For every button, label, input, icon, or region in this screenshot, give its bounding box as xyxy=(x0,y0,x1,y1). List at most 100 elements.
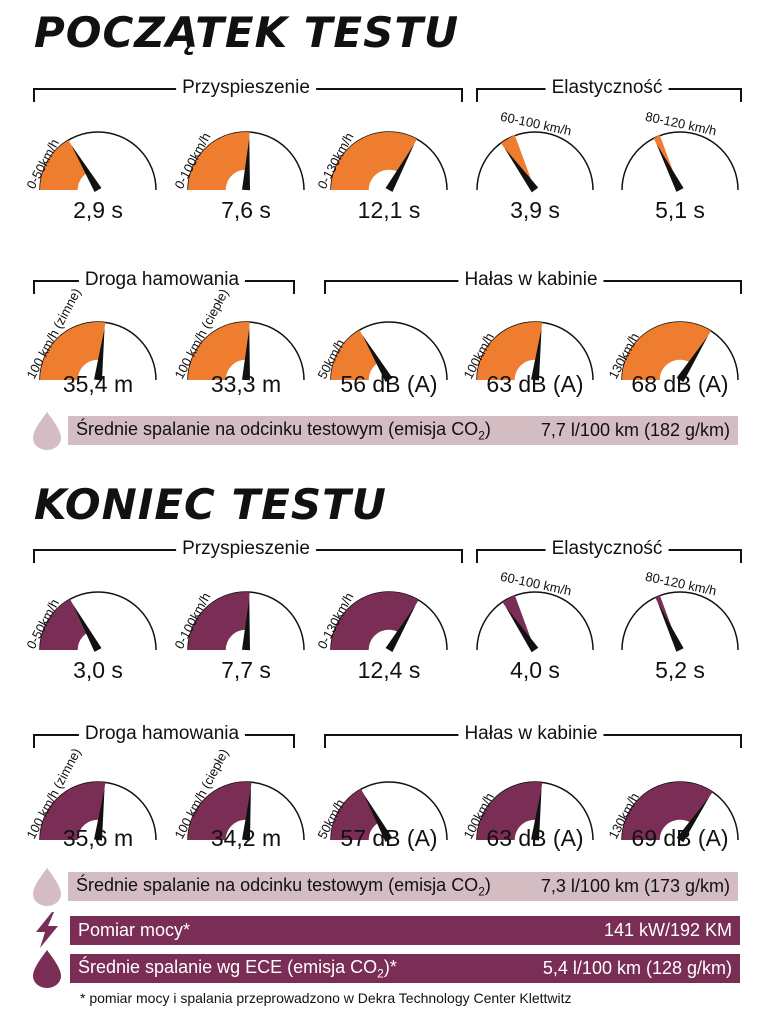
power-value: 141 kW/192 KM xyxy=(603,920,732,940)
gauge-needle xyxy=(363,794,393,842)
elast-value: 4,0 s xyxy=(510,657,560,683)
noise-gauge: 130km/h xyxy=(600,302,760,392)
accel-value: 7,6 s xyxy=(221,197,271,223)
gauge-needle xyxy=(656,143,684,192)
brake-value: 34,2 m xyxy=(210,825,282,851)
gauge-fill xyxy=(188,592,250,650)
elast-gauge: 80-120 km/h xyxy=(600,569,760,662)
gauge-fill xyxy=(477,782,543,840)
gauge-needle xyxy=(657,602,684,652)
elast-gauge: 60-100 km/h xyxy=(455,569,615,662)
section-title-start: POCZĄTEK TESTU xyxy=(34,8,460,57)
accel-value: 12,1 s xyxy=(357,197,421,223)
gauge-needle xyxy=(531,788,542,841)
gauge-fill xyxy=(40,599,89,650)
fuel-label-start: Średnie spalanie na odcinku testowym (em… xyxy=(76,418,491,443)
noise-gauge: 100km/h xyxy=(455,762,615,852)
gauge-needle xyxy=(242,597,250,651)
fuel-label-end: Średnie spalanie na odcinku testowym (em… xyxy=(76,874,491,899)
footnote: * pomiar mocy i spalania przeprowadzono … xyxy=(80,990,572,1006)
accel-value: 7,7 s xyxy=(221,657,271,683)
accel-label: Przyspieszenie xyxy=(176,78,316,98)
gauge-fill xyxy=(622,322,712,380)
accel-gauge: 0-50km/h xyxy=(18,572,178,662)
noise-gauge: 50km/h xyxy=(309,762,469,852)
fuel-value-start: 7,7 l/100 km (182 g/km) xyxy=(540,420,730,440)
gauge-needle xyxy=(385,144,415,192)
gauge-needle xyxy=(242,137,250,191)
accel-gauge: 0-100km/h xyxy=(166,112,326,202)
elast-value: 5,1 s xyxy=(655,197,705,223)
accel-gauge: 0-130km/h xyxy=(309,112,469,202)
accel-gauge: 0-50km/h xyxy=(18,112,178,202)
brake-value: 33,3 m xyxy=(210,371,282,397)
gauge-outline xyxy=(476,131,594,191)
elast-gauge: 60-100 km/h xyxy=(455,109,615,202)
elast-label: Elastyczność xyxy=(545,78,669,98)
gauge-needle xyxy=(242,327,250,381)
gauge-fill xyxy=(331,132,417,190)
gauge-needle xyxy=(242,788,251,841)
fuel-bar-start: Średnie spalanie na odcinku testowym (em… xyxy=(68,416,738,445)
gauge-range-label: 60-100 km/h xyxy=(499,569,573,599)
gauge-fill xyxy=(188,322,250,380)
gauge-range-label: 80-120 km/h xyxy=(644,569,718,599)
accel-value: 2,9 s xyxy=(73,197,123,223)
gauge-fill xyxy=(188,132,250,190)
gauge-needle xyxy=(531,328,542,381)
ece-bar: Średnie spalanie wg ECE (emisja CO2)* 5,… xyxy=(70,954,740,983)
brake-gauge: 100 km/h (zimne) xyxy=(18,286,178,392)
gauge-needle xyxy=(676,796,710,843)
fuel-value-end: 7,3 l/100 km (173 g/km) xyxy=(540,876,730,896)
gauge-fill xyxy=(40,322,106,380)
gauge-needle xyxy=(676,335,708,383)
brake-gauge: 100 km/h (ciepłe) xyxy=(166,746,326,852)
gauge-outline xyxy=(621,131,739,191)
gauge-needle xyxy=(71,145,102,193)
noise-value: 63 dB (A) xyxy=(486,825,584,851)
power-label: Pomiar mocy* xyxy=(78,920,191,940)
accel-label: Przyspieszenie xyxy=(176,539,316,559)
gauge-needle xyxy=(505,606,539,653)
brake-label: Droga hamowania xyxy=(78,270,246,290)
elast-value: 5,2 s xyxy=(655,657,705,683)
noise-value: 69 dB (A) xyxy=(631,825,729,851)
gauge-fill xyxy=(622,782,713,840)
gauge-needle xyxy=(72,604,102,652)
noise-gauge: 50km/h xyxy=(309,302,469,392)
elast-gauge: 80-120 km/h xyxy=(600,109,760,202)
noise-gauge: 130km/h xyxy=(600,762,760,852)
gauge-fill xyxy=(188,782,252,840)
noise-value: 68 dB (A) xyxy=(631,371,729,397)
noise-value: 57 dB (A) xyxy=(340,825,438,851)
fuel-drop-icon xyxy=(33,412,61,450)
ece-label: Średnie spalanie wg ECE (emisja CO2)* xyxy=(78,956,397,981)
noise-value: 56 dB (A) xyxy=(340,371,438,397)
brake-gauge: 100 km/h (zimne) xyxy=(18,746,178,852)
elast-label: Elastyczność xyxy=(545,539,669,559)
brake-label: Droga hamowania xyxy=(78,724,246,744)
fuel-drop-icon xyxy=(33,868,61,906)
gauge-range-label: 60-100 km/h xyxy=(499,109,573,139)
gauge-needle xyxy=(385,605,416,653)
noise-label: Hałas w kabinie xyxy=(458,270,604,290)
fuel-drop-icon xyxy=(33,950,61,988)
gauge-fill xyxy=(331,592,419,650)
fuel-bar-end: Średnie spalanie na odcinku testowym (em… xyxy=(68,872,738,901)
gauge-needle xyxy=(94,328,105,381)
noise-gauge: 100km/h xyxy=(455,302,615,392)
brake-value: 35,4 m xyxy=(62,371,134,397)
accel-gauge: 0-130km/h xyxy=(309,572,469,662)
gauge-range-label: 80-120 km/h xyxy=(644,109,718,139)
gauge-fill xyxy=(331,789,380,840)
accel-gauge: 0-100km/h xyxy=(166,572,326,662)
accel-value: 12,4 s xyxy=(357,657,421,683)
gauge-needle xyxy=(362,335,393,383)
gauge-outline xyxy=(476,591,594,651)
gauge-needle xyxy=(504,147,539,193)
brake-gauge: 100 km/h (ciepłe) xyxy=(166,286,326,392)
accel-value: 3,0 s xyxy=(73,657,123,683)
ece-value: 5,4 l/100 km (128 g/km) xyxy=(542,958,732,978)
power-bar: Pomiar mocy* 141 kW/192 KM xyxy=(70,916,740,945)
noise-value: 63 dB (A) xyxy=(486,371,584,397)
